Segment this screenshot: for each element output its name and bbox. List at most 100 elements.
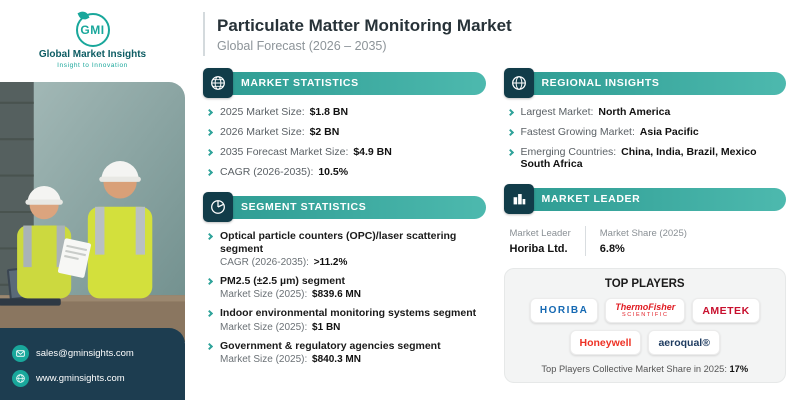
page-title: Particulate Matter Monitoring Market [217,15,512,35]
brand-tagline: Insight to Innovation [57,62,128,69]
list-item: Largest Market: North America [506,106,787,118]
gmi-logo-icon: GMI [75,9,110,47]
chevron-bullet-icon [205,108,214,117]
panel-title-segment-statistics: SEGMENT STATISTICS [228,195,486,219]
honeywell-logo: Honeywell [569,330,642,355]
segment-metric-value: >11.2% [313,257,348,269]
market-leader-box: Market Leader Horiba Ltd. Market Share (… [504,222,787,256]
logo-abbreviation: GMI [80,23,105,37]
segment-name: Government & regulatory agencies segment [220,339,441,352]
region-value: North America [598,106,671,118]
segment-metric-value: $839.6 MN [312,289,361,301]
workers-photo-illustration [0,82,185,342]
segment-metric-value: $840.3 MN [312,353,361,365]
ametek-logo: AMETEK [692,298,760,323]
segment-statistics-list: Optical particle counters (OPC)/laser sc… [203,230,486,372]
market-statistics-header: MARKET STATISTICS [203,68,486,98]
segment-metric-label: Market Size (2025): [220,289,308,301]
segment-metric-label: Market Size (2025): [220,353,308,365]
segment-metric-label: Market Size (2025): [220,321,308,333]
brand-name: Global Market Insights [38,49,147,60]
list-item: Indoor environmental monitoring systems … [205,307,486,333]
report-header: Particulate Matter Monitoring Market Glo… [203,12,786,56]
stat-value: 10.5% [318,166,349,178]
world-globe-icon [503,68,534,98]
website-text: www.gminsights.com [36,373,125,384]
market-leader-header: MARKET LEADER [503,184,786,214]
leaf-icon [77,9,89,22]
stat-label: 2026 Market Size: [220,126,305,138]
factory-building-icon [503,184,534,214]
chevron-bullet-icon [205,342,214,350]
header-text-block: Particulate Matter Monitoring Market Glo… [217,16,512,53]
stat-label: CAGR (2026-2035): [220,166,314,178]
share-label: Market Share (2025) [599,227,687,239]
share-column: Market Share (2025) 6.8% [600,228,687,255]
segment-name: Optical particle counters (OPC)/laser sc… [220,230,457,256]
panel-title-regional-insights: REGIONAL INSIGHTS [528,71,786,95]
stat-value: $2 BN [309,126,340,138]
chevron-bullet-icon [205,168,214,177]
header-divider [203,12,205,56]
envelope-icon [12,345,29,362]
share-value: 6.8% [599,242,625,255]
main-content: Particulate Matter Monitoring Market Glo… [185,0,800,400]
panel-title-market-leader: MARKET LEADER [528,187,786,211]
chevron-bullet-icon [205,148,214,157]
player-logos-grid: HORIBA ThermoFisher SCIENTIFIC AMETEK Ho… [515,298,776,355]
chevron-bullet-icon [506,128,514,137]
pie-chart-icon [203,192,233,222]
segment-name: PM2.5 (±2.5 µm) segment [220,275,346,288]
website-link[interactable]: www.gminsights.com [12,370,173,387]
regional-insights-list: Largest Market: North America Fastest Gr… [504,106,787,178]
list-item: Emerging Countries: China, India, Brazil… [506,146,787,170]
stat-value: $1.8 BN [309,106,349,118]
chevron-bullet-icon [205,278,214,286]
chevron-bullet-icon [205,310,214,318]
region-value: Asia Pacific [639,126,699,138]
horiba-logo: HORIBA [529,298,599,323]
footer-label: Top Players Collective Market Share in 2… [541,364,727,374]
footer-value: 17% [729,364,749,374]
region-label: Fastest Growing Market: [520,126,635,138]
list-item: Government & regulatory agencies segment… [205,339,486,365]
panel-title-market-statistics: MARKET STATISTICS [228,71,486,95]
right-column: REGIONAL INSIGHTS Largest Market: North … [503,68,787,390]
stat-label: 2025 Market Size: [220,106,305,118]
list-item: Fastest Growing Market: Asia Pacific [506,126,787,138]
list-item: PM2.5 (±2.5 µm) segment Market Size (202… [205,275,486,301]
list-item: 2026 Market Size: $2 BN [205,126,486,138]
brand-logo: GMI Global Market Insights Insight to In… [0,0,185,82]
region-label: Emerging Countries: [520,146,617,158]
email-link[interactable]: sales@gminsights.com [12,345,173,362]
workers-photo [0,82,185,342]
thermo-fisher-logo: ThermoFisher SCIENTIFIC [605,298,686,323]
stat-value: $4.9 BN [353,146,392,158]
list-item: 2025 Market Size: $1.8 BN [205,106,486,118]
stat-label: 2035 Forecast Market Size: [220,146,349,158]
top-players-title: TOP PLAYERS [604,278,685,290]
regional-insights-header: REGIONAL INSIGHTS [503,68,786,98]
leader-value: Horiba Ltd. [509,242,568,255]
chevron-bullet-icon [506,148,514,157]
content-columns: MARKET STATISTICS 2025 Market Size: $1.8… [203,68,786,390]
segment-statistics-header: SEGMENT STATISTICS [203,192,486,222]
top-players-box: TOP PLAYERS HORIBA ThermoFisher SCIENTIF… [503,268,786,383]
chevron-bullet-icon [506,108,514,117]
leader-column: Market Leader Horiba Ltd. [510,228,571,255]
segment-metric-value: $1 BN [312,321,341,333]
leader-label: Market Leader [509,227,571,239]
segment-metric-label: CAGR (2026-2035): [220,257,309,269]
left-sidebar: GMI Global Market Insights Insight to In… [0,0,185,400]
list-item: CAGR (2026-2035): 10.5% [205,166,486,178]
chevron-bullet-icon [205,128,214,137]
globe-grid-icon [203,68,233,98]
vertical-divider [584,226,586,256]
list-item: Optical particle counters (OPC)/laser sc… [205,230,486,269]
list-item: 2035 Forecast Market Size: $4.9 BN [205,146,486,158]
region-value: China, India, Brazil, Mexico South Afric… [520,146,757,170]
globe-icon [12,370,29,387]
aeroqual-logo: aeroqual® [648,330,720,355]
region-label: Largest Market: [520,106,594,118]
